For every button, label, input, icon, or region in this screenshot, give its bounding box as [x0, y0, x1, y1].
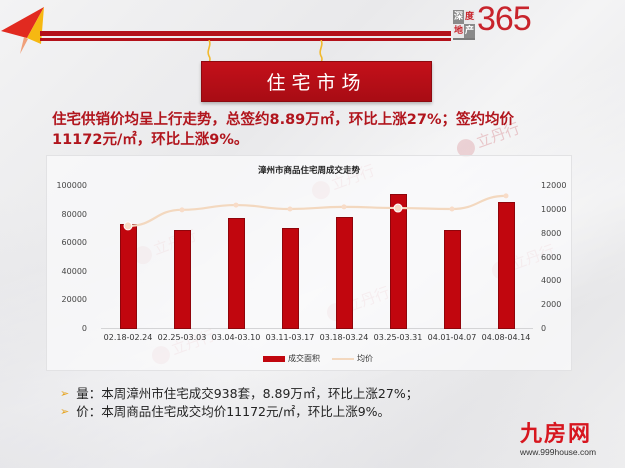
right-axis-tick: 0 [541, 324, 547, 333]
x-axis-tick: 03.11-03.17 [265, 333, 315, 342]
bullet-price: ➢ 价：本周商品住宅成交均价11172元/㎡，环比上涨9%。 [60, 404, 391, 419]
legend-bar-swatch [263, 355, 285, 362]
left-axis-tick: 80000 [61, 209, 87, 219]
avg-price-point [393, 203, 403, 213]
x-axis-tick: 03.04-03.10 [211, 333, 261, 342]
legend-line-swatch [332, 357, 354, 360]
bar-03.25-03.31 [389, 194, 407, 329]
avg-price-line [123, 193, 509, 231]
left-axis-tick: 40000 [61, 266, 87, 276]
x-axis-tick: 03.25-03.31 [373, 333, 423, 342]
avg-price-point [503, 193, 509, 199]
chart-legend: 成交面积 均价 [263, 353, 373, 364]
brand-logo: 深 度 地 产 365 [453, 0, 532, 40]
left-axis-tick: 20000 [61, 295, 87, 305]
headline-line-2: 11172元/㎡，环比上涨9%。 [52, 132, 249, 148]
bar-03.04-03.10 [227, 218, 245, 329]
right-axis-tick: 10000 [541, 204, 567, 214]
bullet-volume: ➢ 量：本周漳州市住宅成交938套，8.89万㎡，环比上涨27%； [60, 386, 419, 401]
bar-03.11-03.17 [281, 228, 299, 329]
avg-price-point [179, 207, 185, 213]
legend-line-label: 均价 [357, 354, 373, 363]
bar-04.01-04.07 [443, 230, 461, 329]
avg-price-point [287, 206, 293, 212]
left-axis-tick: 0 [81, 324, 87, 333]
bar-03.18-03.24 [335, 217, 353, 329]
footer-logo: 九房网 www.999house.com [520, 422, 620, 458]
plot-area [101, 186, 533, 329]
avg-price-point [341, 204, 347, 210]
brand-logo-number: 365 [477, 0, 532, 38]
right-axis-tick: 12000 [541, 181, 567, 190]
left-axis-tick: 100000 [56, 181, 87, 190]
avg-price-point [233, 202, 239, 208]
x-axis-tick: 02.25-03.03 [157, 333, 207, 342]
avg-price-point [123, 221, 133, 231]
legend-bar-label: 成交面积 [288, 354, 320, 363]
header-rail [40, 31, 451, 41]
summary-bullets: ➢ 量：本周漳州市住宅成交938套，8.89万㎡，环比上涨27%； ➢ 价：本周… [60, 385, 418, 421]
left-axis-tick: 60000 [61, 238, 87, 248]
x-axis-tick: 03.18-03.24 [319, 333, 369, 342]
footer-logo-url: www.999house.com [520, 447, 597, 457]
bar-04.08-04.14 [497, 201, 515, 329]
x-axis-tick: 04.08-04.14 [481, 333, 531, 342]
arrow-bullet-icon: ➢ [60, 387, 70, 400]
x-axis-tick: 04.01-04.07 [427, 333, 477, 342]
headline-line-1: 住宅供销价均呈上行走势，总签约8.89万㎡，环比上涨27%；签约均价 [52, 112, 514, 128]
section-title-sign: 住宅市场 [201, 61, 432, 102]
right-axis-tick: 6000 [541, 252, 562, 262]
right-axis-tick: 2000 [541, 300, 562, 310]
headline: 住宅供销价均呈上行走势，总签约8.89万㎡，环比上涨27%；签约均价 11172… [52, 110, 572, 150]
arrow-bullet-icon: ➢ [60, 405, 70, 418]
bar-02.25-03.03 [173, 229, 191, 329]
chart-panel: 漳州市商品住宅周成交走势 100000 80000 60000 40000 20000 0… [46, 155, 572, 371]
right-axis-tick: 8000 [541, 228, 562, 238]
footer-logo-text: 九房网 [520, 422, 593, 447]
chart-title: 漳州市商品住宅周成交走势 [257, 166, 360, 176]
paper-plane-icon [1, 7, 44, 54]
avg-price-point [449, 206, 455, 212]
section-title: 住宅市场 [266, 72, 367, 94]
right-axis-tick: 4000 [541, 276, 562, 286]
x-axis-line [101, 328, 533, 329]
x-axis-tick: 02.18-02.24 [103, 333, 153, 342]
